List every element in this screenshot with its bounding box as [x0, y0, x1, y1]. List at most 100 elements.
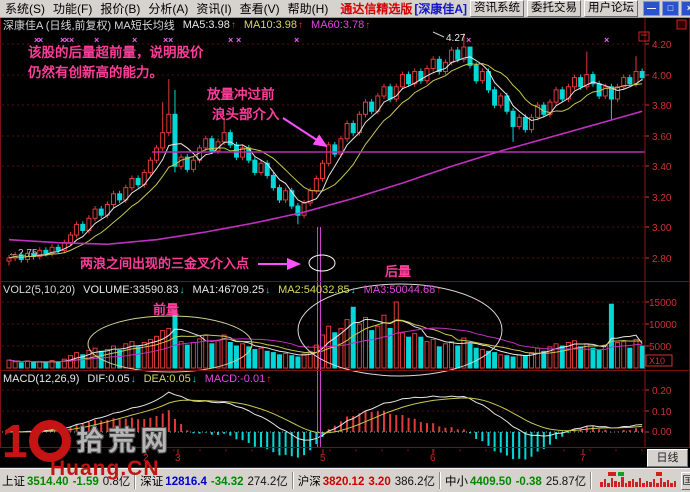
trend-bar	[628, 481, 631, 487]
chart-window-icon[interactable]	[638, 31, 650, 42]
volume-value: VOLUME:33590.83	[83, 283, 179, 296]
note-breakout: 浪头部介入	[212, 106, 280, 122]
site-watermark: 1 拾荒网 Huang.CN	[2, 418, 173, 479]
menu-item-资讯(I)[interactable]: 资讯(I)	[196, 2, 232, 16]
menu-item-分析(A)[interactable]: 分析(A)	[148, 2, 189, 16]
down-arrow-icon: ↓	[265, 284, 271, 296]
trend-mark	[618, 472, 625, 476]
window-controls: — □ ×	[643, 1, 690, 16]
menu-item-报价(B)[interactable]: 报价(B)	[100, 2, 141, 16]
watermark-site-name: 拾荒网	[76, 425, 173, 456]
index-change: -1.59	[72, 475, 99, 488]
up-arrow-icon: ↑	[436, 284, 442, 296]
index-name: 沪深	[297, 475, 321, 488]
watermark-logo-1: 1	[2, 415, 28, 467]
menu-item-查看(V)[interactable]: 查看(V)	[239, 2, 280, 16]
ma10-value: MA10:3.98	[243, 18, 298, 31]
vol-indicator-label: VOL2(5,10,20)	[3, 283, 76, 296]
frame-toggle-button[interactable]: 匡	[681, 471, 690, 490]
sell-x-mark: ×	[64, 35, 69, 45]
timeline-month-label: 5	[320, 453, 326, 464]
ma60-value: MA60:3.78	[311, 18, 365, 31]
sell-x-mark: ×	[60, 35, 65, 45]
trend-bar	[603, 479, 607, 487]
down-arrow-icon: ↓	[191, 373, 197, 385]
toolbar-button-委托交易[interactable]: 委托交易	[527, 0, 582, 17]
sell-x-mark: ×	[34, 35, 39, 45]
volume-axis-label: 10000	[649, 320, 677, 331]
index-amount: 386.2亿	[394, 475, 436, 488]
trend-bar	[610, 478, 614, 487]
sell-x-mark: ×	[69, 35, 74, 45]
front-volume-ellipse	[87, 315, 253, 373]
down-arrow-icon: ↓	[130, 373, 136, 385]
price-axis-label: 3.00	[652, 223, 672, 234]
close-button[interactable]: ×	[681, 1, 690, 16]
note-golden-cross: 两浪之间出现的三金叉介入点	[80, 256, 249, 271]
sell-x-mark: ×	[294, 35, 299, 45]
timeline-month-label: 3	[175, 453, 181, 464]
macd-axis-label: 0.20	[652, 386, 672, 397]
separator	[291, 472, 294, 489]
label-back-volume: 后量	[385, 264, 411, 279]
breakout-arrow	[282, 117, 328, 148]
index-value: 3514.40	[27, 475, 69, 488]
trend-mini-histogram	[600, 472, 677, 487]
watermark-domain: Huang.CN	[50, 457, 160, 480]
title-row-close-icon[interactable]	[676, 19, 687, 30]
index-change: -0.38	[515, 475, 542, 488]
trend-bar	[614, 481, 617, 487]
index-value: 12816.4	[165, 475, 207, 488]
label-front-volume: 前量	[153, 302, 179, 317]
separator	[134, 472, 137, 489]
minimize-button[interactable]: —	[643, 1, 661, 16]
toolbar-button-用户论坛[interactable]: 用户论坛	[584, 0, 639, 17]
trend-bar	[600, 482, 603, 487]
trend-bar	[670, 483, 673, 487]
trend-bar	[631, 479, 635, 487]
sell-x-mark: ×	[604, 35, 609, 45]
menu-item-系统(S)[interactable]: 系统(S)	[5, 2, 45, 16]
index-amount: 25.87亿	[545, 475, 587, 488]
index-segment-上证: 上证 3514.40 -1.59 0.8亿	[2, 473, 130, 489]
menu-item-功能(F)[interactable]: 功能(F)	[53, 2, 93, 16]
toolbar: 资讯系统 委托交易 用户论坛 — □ ×	[467, 0, 690, 17]
trend-bar	[645, 481, 649, 487]
note-volume-comparison: 仍然有创新高的能力。	[27, 64, 163, 80]
macd-histogram	[14, 410, 644, 460]
price-axis-label: 2.80	[652, 254, 672, 265]
index-name: 中小	[445, 475, 469, 488]
vol-ma1-value: MA1:46709.25	[192, 283, 265, 296]
price-axis-label: 4.20	[652, 40, 672, 51]
restore-button[interactable]: □	[662, 1, 680, 16]
peak-price-label: 4.27	[446, 33, 466, 44]
separator	[590, 472, 593, 489]
period-selector[interactable]: 日线	[647, 449, 688, 467]
volume-unit-label: X10	[649, 356, 665, 366]
index-value: 4409.50	[470, 475, 512, 488]
sell-x-mark: ×	[38, 35, 43, 45]
index-amount: 0.8亿	[102, 475, 131, 488]
trend-bar	[642, 483, 645, 487]
menu-items: 系统(S) 功能(F) 报价(B) 分析(A) 资讯(I) 查看(V) 帮助(H)	[0, 0, 331, 17]
trend-bar	[673, 481, 677, 487]
trend-bar	[607, 483, 610, 487]
index-segment-沪深: 沪深 3820.12 3.20 386.2亿	[298, 473, 435, 489]
trend-bar	[649, 482, 652, 487]
index-segment-中小: 中小 4409.50 -0.38 25.87亿	[445, 473, 586, 489]
menu-item-帮助(H)[interactable]: 帮助(H)	[287, 2, 329, 16]
up-arrow-icon: ↑	[266, 373, 272, 385]
timeline-month-label: 7	[580, 453, 586, 464]
sell-x-mark: ×	[132, 35, 137, 45]
sell-x-mark: ×	[163, 35, 168, 45]
chart-title-bar: 深康佳A (日线,前复权) MA短长均线 MA5:3.98↑ MA10:3.98…	[0, 18, 645, 32]
low-price-label: ←2.75	[8, 248, 38, 259]
macd-indicator-label: MACD(12,26,9)	[3, 372, 80, 385]
trend-bar	[638, 478, 642, 487]
note-breakout: 放量冲过前	[206, 86, 275, 102]
index-value: 3820.12	[322, 475, 365, 488]
trend-bar	[663, 482, 666, 487]
toolbar-button-资讯系统[interactable]: 资讯系统	[470, 0, 525, 17]
trend-bar	[617, 482, 621, 487]
